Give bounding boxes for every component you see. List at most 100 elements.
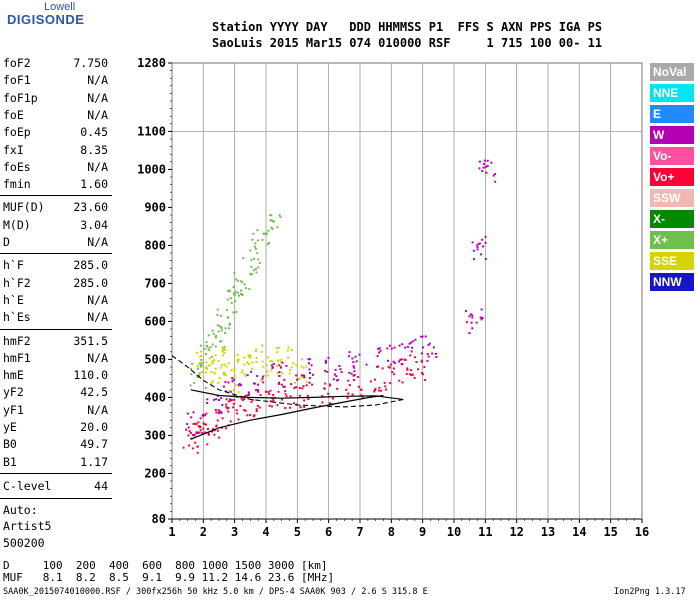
echo-point <box>222 385 225 388</box>
echo-point <box>484 165 487 168</box>
echo-point <box>219 410 222 413</box>
y-tick-label: 80 <box>152 512 166 526</box>
echo-point <box>244 409 247 412</box>
param-label: hmF1 <box>3 350 31 365</box>
param-row: D N/A <box>0 235 112 251</box>
echo-point <box>243 283 246 286</box>
echo-point <box>287 346 290 349</box>
echo-point <box>244 374 247 377</box>
echo-point <box>217 381 220 384</box>
fitted-x-trace <box>190 389 403 400</box>
echo-point <box>253 414 256 417</box>
echo-point <box>206 428 209 431</box>
echo-point <box>398 344 401 347</box>
echo-point <box>290 348 293 351</box>
echo-point <box>189 384 192 387</box>
echo-point <box>221 348 224 351</box>
param-row: h`F2 285.0 <box>0 276 112 292</box>
echo-point <box>238 383 241 386</box>
echo-point <box>251 367 254 370</box>
echo-point <box>219 366 222 369</box>
echo-point <box>197 431 200 434</box>
param-value: 351.5 <box>73 333 108 348</box>
echo-point <box>197 421 200 424</box>
echo-point <box>199 429 202 432</box>
echo-point <box>229 390 232 393</box>
echo-point <box>324 361 327 364</box>
echo-point <box>204 366 207 369</box>
echo-point <box>226 407 229 410</box>
echo-point <box>361 395 364 398</box>
echo-point <box>399 358 402 361</box>
echo-point <box>199 417 202 420</box>
echo-point <box>239 404 242 407</box>
echo-point <box>211 380 214 383</box>
echo-point <box>249 354 252 357</box>
echo-point <box>200 350 203 353</box>
echo-point <box>250 400 253 403</box>
param-value: 20.0 <box>80 420 108 434</box>
echo-point <box>280 371 283 374</box>
echo-point <box>296 378 299 381</box>
echo-point <box>193 434 196 437</box>
echo-point <box>235 409 238 412</box>
echo-point <box>211 362 214 365</box>
echo-point <box>348 371 351 374</box>
echo-point <box>401 363 404 366</box>
param-value: N/A <box>87 310 108 325</box>
echo-point <box>258 262 261 265</box>
echo-point <box>217 412 220 415</box>
echo-point <box>406 368 409 371</box>
echo-point <box>249 414 252 417</box>
echo-point <box>378 389 381 392</box>
echo-point <box>213 372 216 375</box>
echo-point <box>205 367 208 370</box>
echo-point <box>321 401 324 404</box>
echo-point <box>200 355 203 358</box>
echo-point <box>193 381 196 384</box>
echo-point <box>269 219 272 222</box>
x-tick-label: 4 <box>262 525 269 539</box>
param-row: foF1p N/A <box>0 91 112 107</box>
echo-point <box>269 214 272 217</box>
param-label: foF1p <box>3 90 38 105</box>
echo-point <box>223 363 226 366</box>
echo-point <box>261 377 264 380</box>
echo-point <box>464 309 467 312</box>
echo-point <box>224 327 227 330</box>
echo-point <box>199 361 202 364</box>
echo-point <box>221 346 224 349</box>
echo-point <box>401 343 404 346</box>
echo-point <box>238 294 241 297</box>
echo-point <box>220 326 223 329</box>
echo-point <box>369 380 372 383</box>
echo-point <box>248 288 251 291</box>
echo-point <box>388 344 391 347</box>
param-row: M(D) 3.04 <box>0 218 112 234</box>
echo-point <box>293 381 296 384</box>
echo-point <box>205 423 208 426</box>
echo-point <box>373 378 376 381</box>
echo-point <box>303 376 306 379</box>
param-row: fxI 8.35 <box>0 143 112 159</box>
echo-point <box>218 436 221 439</box>
echo-point <box>484 235 487 238</box>
echo-point <box>348 384 351 387</box>
echo-point <box>232 402 235 405</box>
echo-point <box>252 232 255 235</box>
echo-point <box>206 401 209 404</box>
param-row: foF1 N/A <box>0 73 112 89</box>
echo-point <box>414 338 417 341</box>
echo-point <box>271 366 274 369</box>
echo-point <box>237 384 240 387</box>
y-tick-label: 1280 <box>137 56 166 70</box>
echo-point <box>261 365 264 368</box>
x-tick-label: 5 <box>294 525 301 539</box>
echo-point <box>256 229 259 232</box>
echo-point <box>254 245 257 248</box>
echo-point <box>470 321 473 324</box>
echo-point <box>300 374 303 377</box>
echo-point <box>353 374 356 377</box>
echo-point <box>339 368 342 371</box>
echo-point <box>401 358 404 361</box>
